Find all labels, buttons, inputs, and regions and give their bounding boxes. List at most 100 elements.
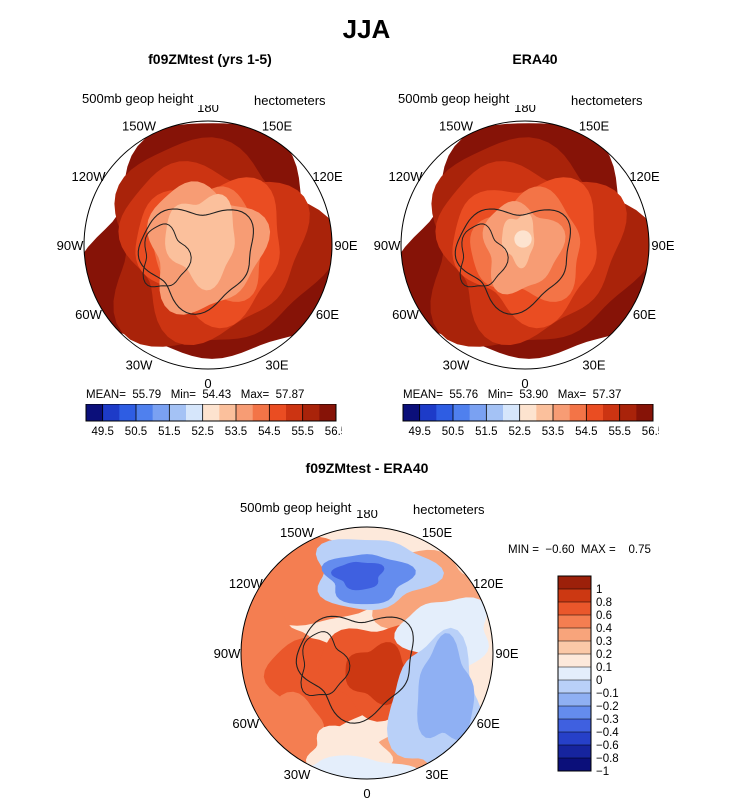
- colorbar-cell: [219, 404, 237, 421]
- colorbar-tick-label: 0: [596, 675, 602, 687]
- colorbar-tick-label: 53.5: [542, 426, 564, 438]
- colorbar-cell: [558, 576, 591, 590]
- right-stats: MEAN= 55.76 Min= 53.90 Max= 57.37: [403, 389, 622, 401]
- colorbar-tick-label: 51.5: [158, 426, 180, 438]
- longitude-label: 90W: [214, 646, 241, 661]
- longitude-label: 30E: [265, 358, 288, 373]
- colorbar-tick-label: 52.5: [192, 426, 214, 438]
- longitude-label: 60W: [392, 307, 419, 322]
- colorbar-cell: [503, 404, 520, 421]
- diff-field: [240, 526, 494, 780]
- colorbar-cell: [136, 404, 153, 421]
- colorbar-tick-label: −0.2: [596, 701, 619, 713]
- colorbar-cell: [558, 706, 591, 720]
- longitude-label: 0: [363, 786, 370, 798]
- colorbar-cell: [186, 404, 203, 421]
- left-units-label: hectometers: [254, 93, 326, 108]
- longitude-label: 30W: [443, 358, 470, 373]
- longitude-label: 60W: [75, 307, 102, 322]
- right-colorbar: 49.5 50.5 51.5 52.5 53.5 54.5 55.5 56.5: [402, 404, 659, 438]
- colorbar-tick-label: −0.4: [596, 727, 619, 739]
- right-mean-value: 55.76: [449, 389, 479, 401]
- longitude-label: 0: [204, 376, 211, 391]
- colorbar-cell: [558, 615, 591, 629]
- colorbar-cell: [558, 680, 591, 694]
- colorbar-cell: [486, 404, 504, 421]
- colorbar-cell: [269, 404, 287, 421]
- longitude-label: 60W: [232, 716, 259, 731]
- colorbar-cell: [436, 404, 454, 421]
- left-field: [83, 120, 333, 370]
- colorbar-cell: [453, 404, 470, 421]
- colorbar-tick-label: −0.1: [596, 688, 619, 700]
- left-mean-value: 55.79: [132, 389, 162, 401]
- right-polar-map: 180 150E 120E 90E 60E 30E 0 30W 60W 90W 120W 150W: [374, 105, 675, 391]
- coastline: [454, 208, 571, 315]
- contour-band: [514, 230, 532, 248]
- contour-band: [331, 561, 385, 591]
- diff-panel-title: f09ZMtest - ERA40: [305, 460, 429, 476]
- colorbar-cell: [469, 404, 487, 421]
- longitude-label: 90W: [57, 238, 84, 253]
- left-panel-title: f09ZMtest (yrs 1-5): [148, 51, 272, 67]
- colorbar-cell: [169, 404, 187, 421]
- longitude-label: 60E: [316, 307, 339, 322]
- longitude-label: 30W: [284, 767, 311, 782]
- right-panel-title: ERA40: [512, 51, 558, 67]
- longitude-label: 150E: [422, 525, 453, 540]
- left-colorbar: 49.5 50.5 51.5 52.5 53.5 54.5 55.5 56.5: [85, 404, 342, 438]
- longitude-label: 180: [197, 105, 219, 115]
- longitude-label: 120W: [389, 169, 424, 184]
- longitude-label: 90E: [495, 646, 518, 661]
- colorbar-cell: [636, 404, 654, 421]
- diff-stats: MIN = −0.60 MAX = 0.75: [508, 544, 651, 556]
- longitude-label: 60E: [477, 716, 500, 731]
- longitude-label: 30W: [126, 358, 153, 373]
- left-max-value: 57.87: [275, 389, 305, 401]
- colorbar-tick-label: 53.5: [225, 426, 247, 438]
- right-field: [400, 120, 650, 370]
- colorbar-tick-label: 0.4: [596, 623, 613, 635]
- right-max-value: 57.37: [592, 389, 622, 401]
- diff-min-value: −0.60: [545, 544, 575, 556]
- colorbar-cell: [558, 654, 591, 668]
- colorbar-tick-label: 0.8: [596, 597, 612, 609]
- colorbar-tick-label: 49.5: [409, 426, 431, 438]
- colorbar-tick-label: 56.5: [642, 426, 659, 438]
- colorbar-cell: [558, 589, 591, 603]
- longitude-label: 120E: [473, 576, 504, 591]
- longitude-label: 180: [356, 510, 378, 521]
- longitude-label: 120W: [72, 169, 107, 184]
- longitude-label: 120E: [312, 169, 343, 184]
- contour-band: [165, 193, 235, 291]
- colorbar-tick-label: 0.1: [596, 662, 612, 674]
- colorbar-tick-label: 54.5: [575, 426, 597, 438]
- colorbar-cell: [558, 667, 591, 681]
- contour-band: [345, 642, 406, 706]
- colorbar-cell: [152, 404, 170, 421]
- colorbar-tick-label: −0.3: [596, 714, 619, 726]
- colorbar-cell: [419, 404, 437, 421]
- right-variable-label: 500mb geop height: [398, 91, 510, 106]
- colorbar-cell: [603, 404, 620, 421]
- coastline: [137, 208, 254, 315]
- left-variable-label: 500mb geop height: [82, 91, 194, 106]
- left-stats: MEAN= 55.79 Min= 54.43 Max= 57.87: [86, 389, 305, 401]
- map-boundary: [240, 526, 494, 780]
- colorbar-cell: [236, 404, 253, 421]
- colorbar-cell: [558, 628, 591, 642]
- coastline: [300, 631, 351, 697]
- colorbar-tick-label: −0.8: [596, 753, 619, 765]
- longitude-label: 150W: [280, 525, 315, 540]
- colorbar-cell: [286, 404, 303, 421]
- contour-band: [299, 755, 420, 779]
- colorbar-cell: [102, 404, 120, 421]
- coastline: [295, 615, 414, 724]
- coastline: [142, 223, 192, 288]
- longitude-label: 150W: [122, 119, 157, 134]
- colorbar-cell: [302, 404, 320, 421]
- diff-polar-map: 180 150E 120E 90E 60E 30E 0 30W 60W 90W 120W 150W: [214, 510, 519, 798]
- coastline: [459, 223, 509, 288]
- longitude-label: 60E: [633, 307, 656, 322]
- longitude-label: 120E: [629, 169, 660, 184]
